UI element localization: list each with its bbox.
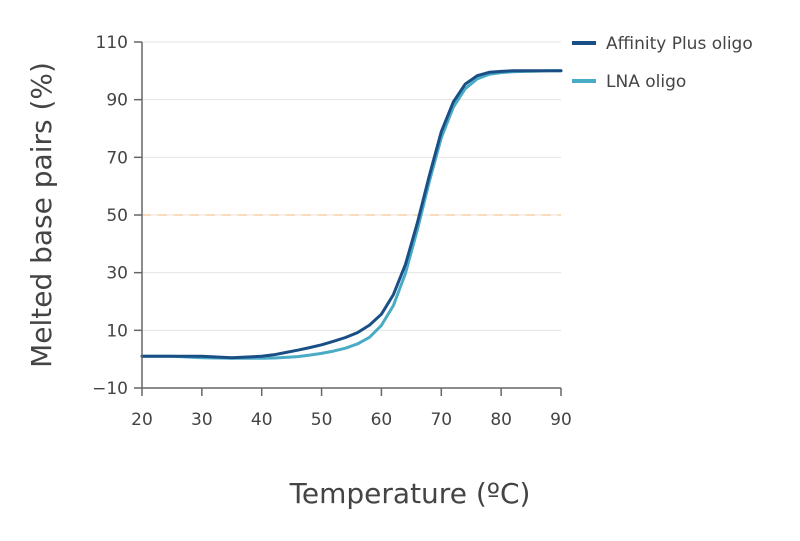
y-tick-label-1: 90 <box>106 91 128 111</box>
legend-label-affinity-plus: Affinity Plus oligo <box>606 34 753 54</box>
x-tick-label-5: 70 <box>430 410 452 430</box>
x-tick-label-0: 20 <box>131 410 153 430</box>
series-layer <box>140 69 563 360</box>
y-ticks: 110 90 70 50 30 10 −10 <box>92 33 142 399</box>
x-axis-title: Temperature (ºC) <box>289 477 531 510</box>
legend-label-lna: LNA oligo <box>606 72 686 92</box>
y-tick-label-6: −10 <box>92 379 128 399</box>
y-tick-label-2: 70 <box>106 148 128 168</box>
x-tick-label-3: 50 <box>311 410 333 430</box>
y-tick-label-0: 110 <box>96 33 128 53</box>
y-tick-label-5: 10 <box>106 321 128 341</box>
y-tick-label-3: 50 <box>106 206 128 226</box>
legend: Affinity Plus oligo LNA oligo <box>572 34 753 92</box>
y-axis-title: Melted base pairs (%) <box>25 62 58 368</box>
grid-lines <box>142 41 561 331</box>
y-tick-label-4: 30 <box>106 264 128 284</box>
x-ticks: 20 30 40 50 60 70 80 90 <box>131 388 572 430</box>
x-tick-label-2: 40 <box>251 410 273 430</box>
x-tick-label-7: 90 <box>550 410 572 430</box>
x-tick-label-1: 30 <box>191 410 213 430</box>
x-tick-label-4: 60 <box>371 410 393 430</box>
series-line-affinity-plus <box>140 69 563 360</box>
x-tick-label-6: 80 <box>490 410 512 430</box>
